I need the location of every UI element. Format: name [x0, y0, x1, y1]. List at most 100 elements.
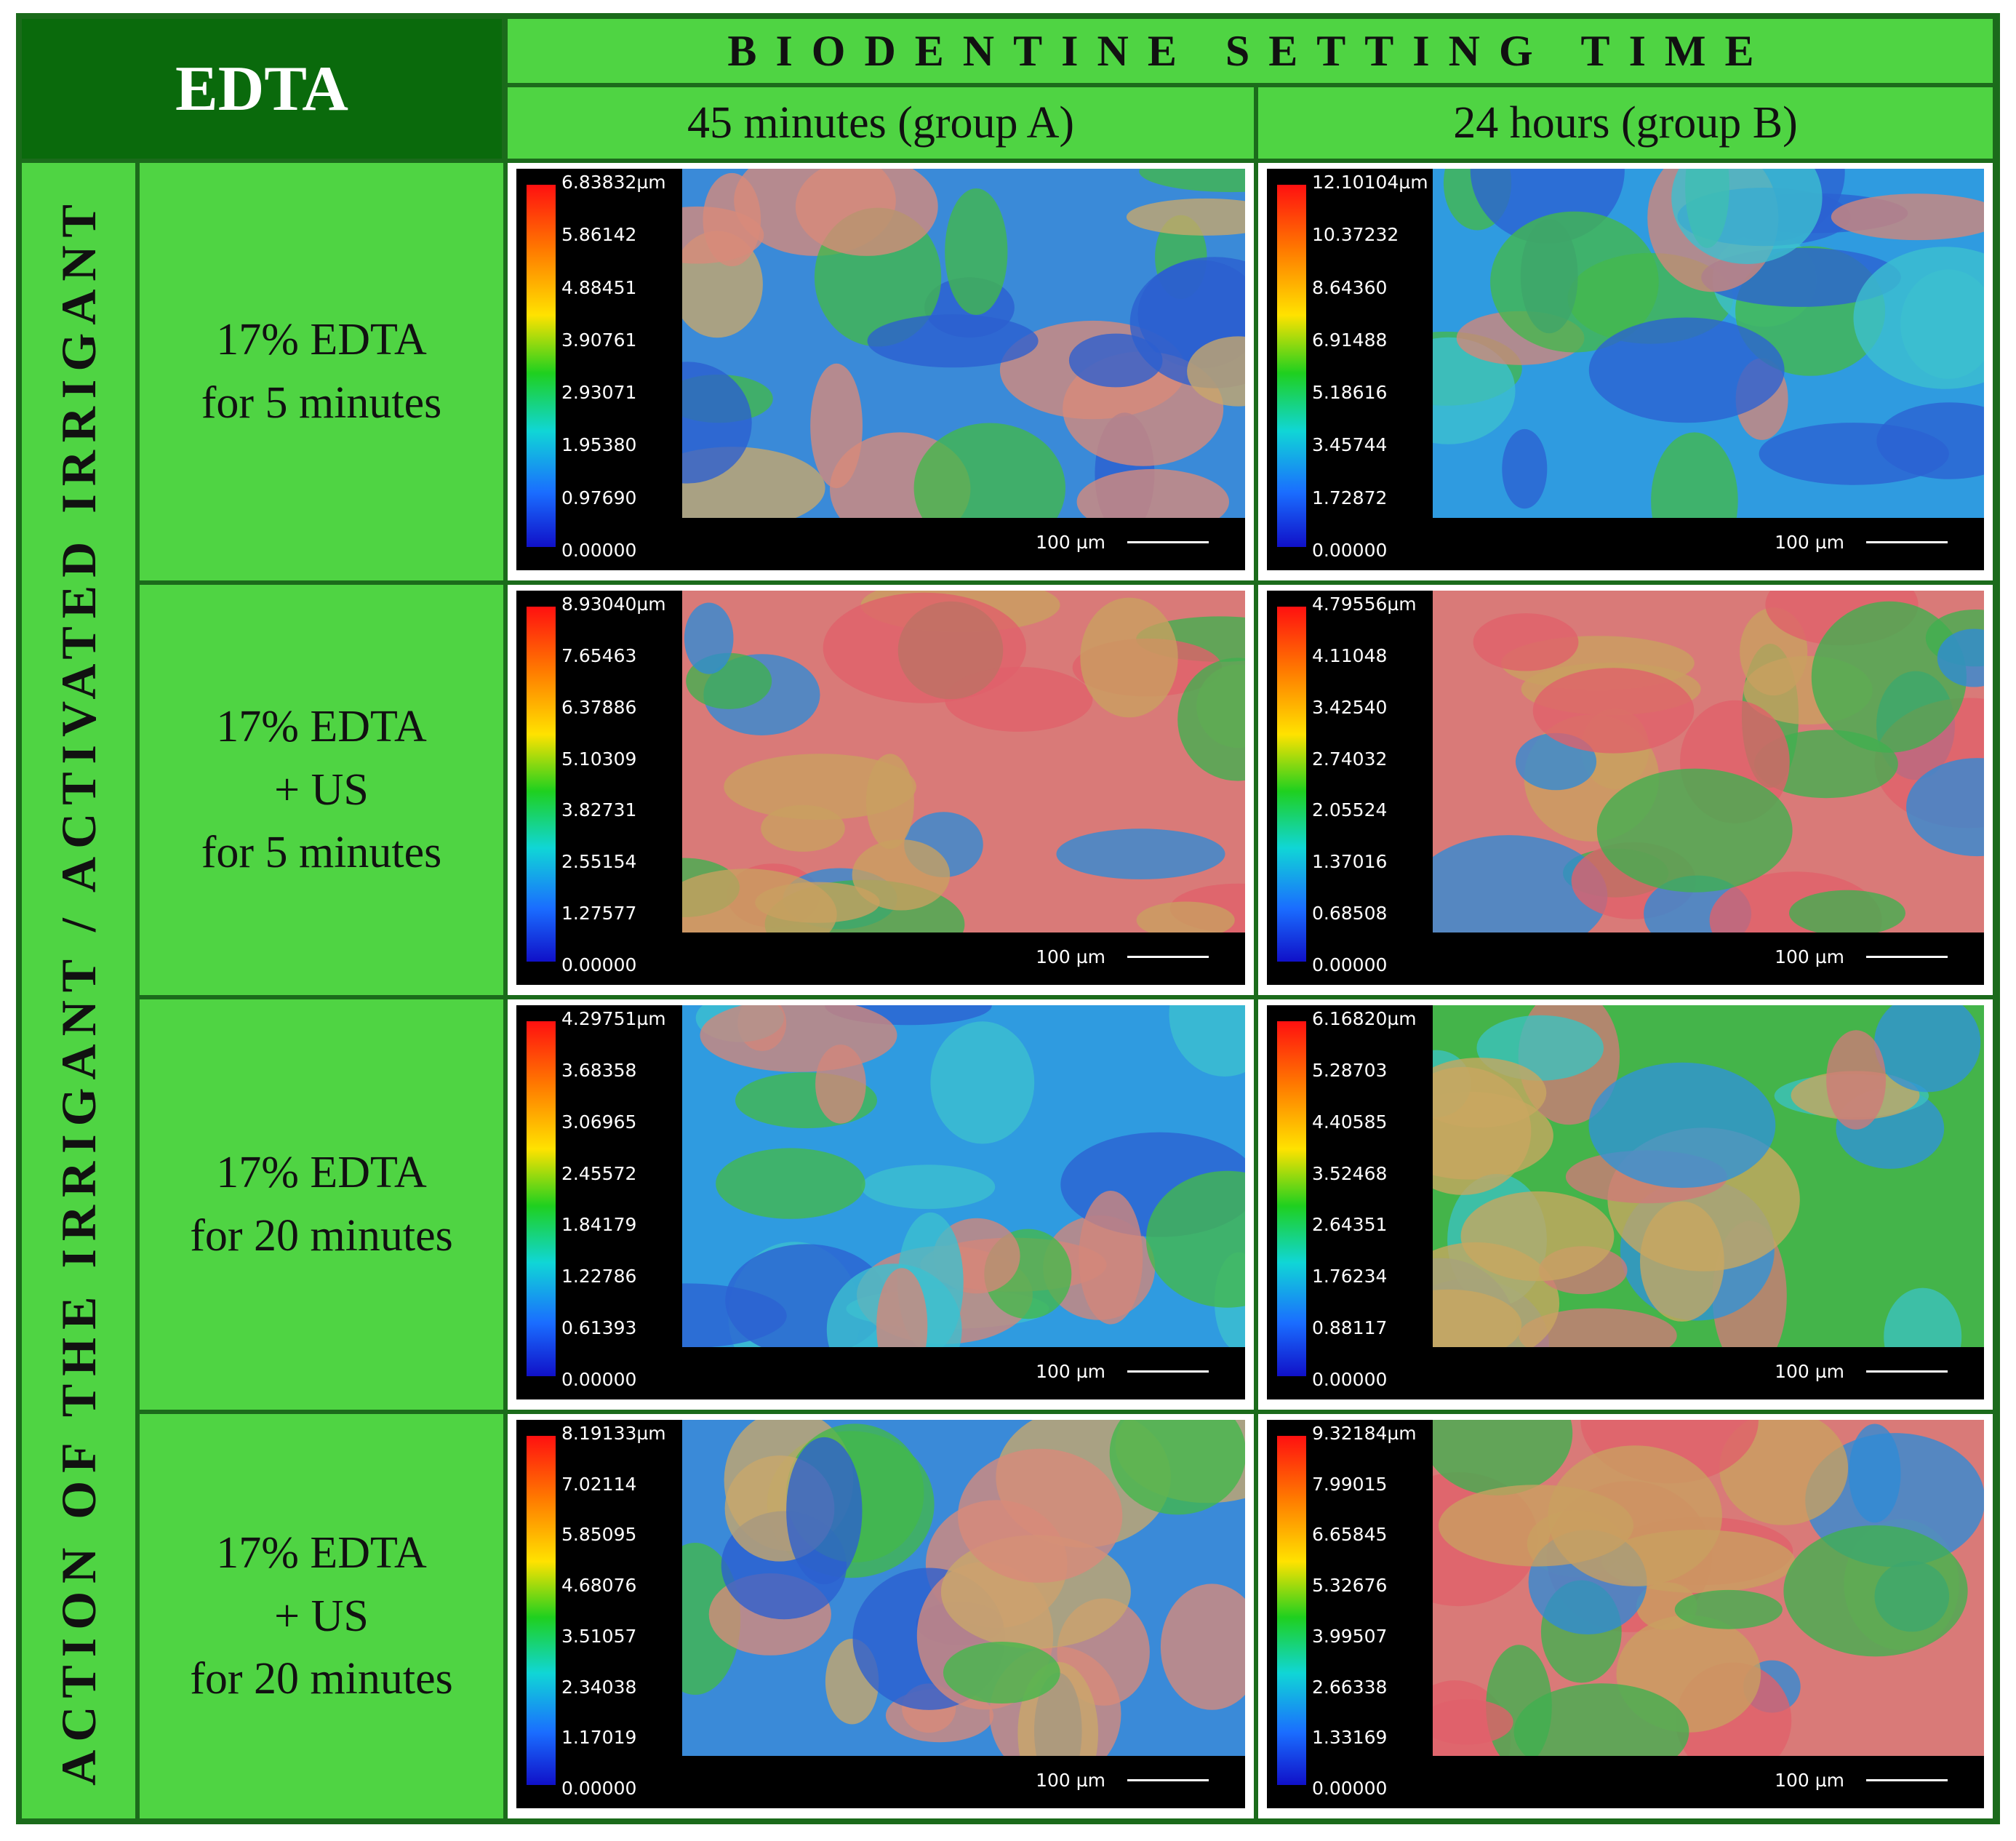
scale-bar-label: 100 µm	[1036, 946, 1105, 967]
scale-tick-label: 0.00000	[1312, 954, 1388, 975]
surface-patch	[1651, 432, 1738, 518]
surface-patch	[1596, 768, 1793, 892]
surface-patch	[1513, 1683, 1689, 1756]
scale-tick-label: 0.00000	[1312, 1368, 1388, 1390]
scale-tick-label: 3.99507	[1312, 1625, 1388, 1647]
surface-patch	[1076, 468, 1229, 518]
surface-patch	[1433, 337, 1516, 444]
panel-background: 12.10104µm 10.37232 8.64360 6.91488 5.18616 3…	[1267, 169, 1984, 570]
scale-tick-label: 5.85095	[561, 1524, 637, 1546]
scale-tick-label: 7.65463	[561, 644, 637, 666]
scale-tick-label: 5.32676	[1312, 1575, 1388, 1597]
surface-patch	[1136, 901, 1235, 933]
color-scale-bar	[527, 185, 556, 547]
scale-tick-label: 1.27577	[561, 903, 637, 925]
scale-tick-label: 10.37232	[1312, 224, 1399, 246]
surface-patch	[1831, 193, 1984, 241]
surface-patch	[1080, 597, 1178, 718]
surface-patch	[1056, 828, 1225, 879]
surface-patch	[1674, 1589, 1783, 1629]
surface-patch	[1433, 1058, 1547, 1128]
surface-patch	[810, 363, 863, 489]
scale-bar: 100 µm	[1775, 1770, 1948, 1791]
panel-background: 8.93040µm 7.65463 6.37886 5.10309 3.82731 2.5…	[516, 591, 1245, 985]
scale-bar-label: 100 µm	[1036, 1770, 1105, 1791]
scale-bar-line	[1127, 1370, 1209, 1373]
surface-patch	[1874, 1005, 1981, 1093]
scale-tick-label: 3.42540	[1312, 696, 1388, 718]
scale-tick-label: 1.84179	[561, 1214, 637, 1236]
surface-patch	[1433, 1699, 1513, 1745]
surface-patch	[786, 1437, 863, 1585]
scale-tick-label: 6.91488	[1312, 329, 1388, 351]
panel-background: 4.29751µm 3.68358 3.06965 2.45572 1.84179 1.2…	[516, 1005, 1245, 1399]
scale-bar: 100 µm	[1775, 946, 1948, 967]
scale-tick-label: 6.83832µm	[561, 172, 666, 193]
surface-patch	[1884, 1287, 1962, 1347]
scale-bar-label: 100 µm	[1036, 1361, 1105, 1382]
scale-tick-label: 1.37016	[1312, 851, 1388, 873]
profilometry-panel-3b: 6.16820µm 5.28703 4.40585 3.52468 2.64351 1.7…	[1258, 999, 1993, 1410]
panel-background: 8.19133µm 7.02114 5.85095 4.68076 3.51057 2.3…	[516, 1420, 1245, 1808]
scale-bar-line	[1866, 541, 1948, 543]
scale-tick-label: 2.05524	[1312, 799, 1388, 821]
scale-tick-label: 3.45744	[1312, 434, 1388, 456]
scale-tick-label: 7.02114	[561, 1473, 637, 1495]
scale-tick-label: 0.88117	[1312, 1317, 1388, 1339]
surface-patch	[1502, 428, 1548, 509]
color-scale-bar	[527, 1436, 556, 1785]
scale-tick-label: 1.33169	[1312, 1727, 1388, 1749]
surface-height-map	[1433, 169, 1984, 518]
surface-patch	[1126, 198, 1245, 236]
scale-bar-label: 100 µm	[1036, 532, 1105, 553]
scale-tick-label: 5.28703	[1312, 1059, 1388, 1081]
scale-tick-label: 0.00000	[561, 1777, 637, 1799]
surface-height-map	[682, 169, 1245, 518]
surface-patch	[1588, 317, 1785, 423]
scale-tick-label: 4.88451	[561, 276, 637, 298]
panel-background: 9.32184µm 7.99015 6.65845 5.32676 3.99507 2.6…	[1267, 1420, 1984, 1808]
scale-tick-label: 8.64360	[1312, 276, 1388, 298]
surface-patch	[1079, 1191, 1143, 1325]
setting-time-header: BIODENTINE SETTING TIME	[508, 19, 1993, 83]
surface-patch	[852, 839, 951, 911]
surface-patch	[1433, 1289, 1522, 1347]
surface-patch	[1853, 247, 1984, 389]
color-scale-bar	[1277, 185, 1306, 547]
side-label: ACTION OF THE IRRIGANT / ACTIVATED IRRIG…	[22, 163, 135, 1818]
surface-height-map	[1433, 1420, 1984, 1756]
surface-patch	[1145, 1170, 1245, 1308]
scale-tick-label: 2.34038	[561, 1676, 637, 1698]
surface-patch	[1433, 1420, 1573, 1495]
surface-patch	[682, 206, 764, 264]
scale-tick-label: 0.00000	[1312, 539, 1388, 561]
scale-bar: 100 µm	[1036, 532, 1209, 553]
surface-patch	[1187, 336, 1245, 407]
scale-tick-label: 6.65845	[1312, 1524, 1388, 1546]
scale-bar-line	[1866, 1779, 1948, 1781]
surface-patch	[958, 1448, 1123, 1583]
surface-height-map	[682, 591, 1245, 933]
surface-patch	[1169, 1005, 1245, 1077]
surface-patch	[1532, 668, 1695, 754]
scale-tick-label: 0.00000	[561, 539, 637, 561]
surface-patch	[1473, 613, 1579, 671]
figure-frame: EDTA BIODENTINE SETTING TIME 45 minutes …	[16, 13, 2000, 1824]
surface-patch	[945, 188, 1008, 315]
surface-patch	[867, 314, 1039, 368]
column-header-group-b: 24 hours (group B)	[1258, 87, 1993, 159]
scale-bar: 100 µm	[1775, 532, 1948, 553]
profilometry-panel-2b: 4.79556µm 4.11048 3.42540 2.74032 2.05524 1.3…	[1258, 585, 1993, 995]
scale-tick-label: 1.22786	[561, 1266, 637, 1287]
scale-tick-label: 5.86142	[561, 224, 637, 246]
side-label-text: ACTION OF THE IRRIGANT / ACTIVATED IRRIG…	[50, 196, 106, 1786]
scale-bar: 100 µm	[1036, 946, 1209, 967]
surface-patch	[1906, 758, 1984, 857]
scale-bar-label: 100 µm	[1775, 1770, 1844, 1791]
scale-bar: 100 µm	[1036, 1361, 1209, 1382]
surface-patch	[865, 754, 914, 850]
surface-patch	[943, 1642, 1060, 1704]
surface-patch	[1139, 169, 1245, 193]
scale-tick-label: 6.16820µm	[1312, 1008, 1417, 1029]
surface-patch	[1519, 1308, 1677, 1347]
